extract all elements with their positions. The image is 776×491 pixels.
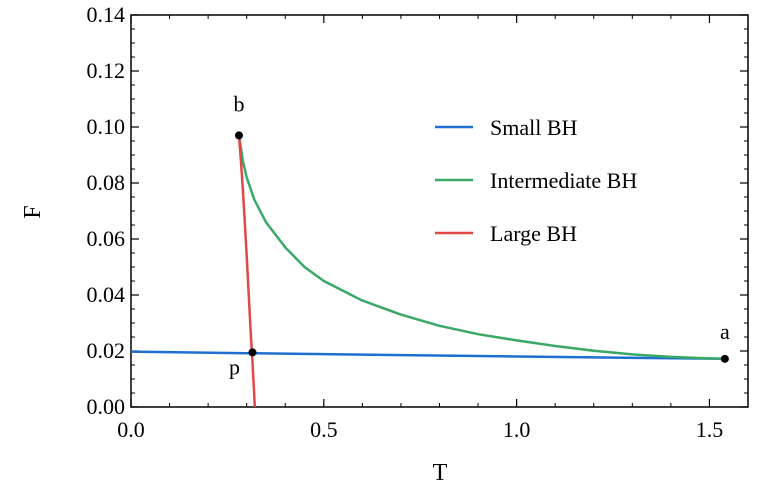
legend-label: Intermediate BH: [490, 168, 637, 193]
y-tick-label: 0.08: [87, 170, 126, 195]
point-label-b: b: [233, 91, 244, 116]
series-group: [130, 135, 725, 408]
point-label-a: a: [720, 319, 730, 344]
x-tick-label: 1.0: [503, 417, 531, 442]
y-tick-label: 0.04: [87, 282, 126, 307]
y-tick-label: 0.06: [87, 226, 126, 251]
y-tick-label: 0.10: [87, 114, 126, 139]
series-line-small-bh: [130, 350, 725, 361]
x-tick-label: 1.5: [696, 417, 724, 442]
y-tick-label: 0.02: [87, 338, 126, 363]
series-line-intermediate-bh: [237, 135, 725, 361]
legend-label: Small BH: [490, 115, 578, 140]
x-tick-label: 0.0: [117, 417, 145, 442]
plot-frame: [130, 14, 749, 408]
x-tick-label: 0.5: [310, 417, 338, 442]
legend-label: Large BH: [490, 221, 577, 246]
point-a: [720, 354, 729, 363]
y-tick-label: 0.12: [87, 58, 126, 83]
series-line-large-bh: [237, 135, 257, 408]
x-axis-label: T: [433, 460, 448, 486]
y-tick-label: 0.00: [87, 394, 126, 419]
y-tick-label: 0.14: [87, 2, 126, 27]
marked-points: b p a: [229, 91, 730, 379]
y-axis-label: F: [20, 205, 46, 218]
point-label-p: p: [229, 354, 240, 379]
point-b: [234, 131, 243, 140]
point-p: [248, 348, 257, 357]
ticks: 0.0 0.5 1.0 1.5 0.00 0.02 0.04 0.06 0.08 0.10 0.12…: [87, 2, 748, 442]
legend: Small BH Intermediate BH Large BH: [435, 115, 637, 246]
